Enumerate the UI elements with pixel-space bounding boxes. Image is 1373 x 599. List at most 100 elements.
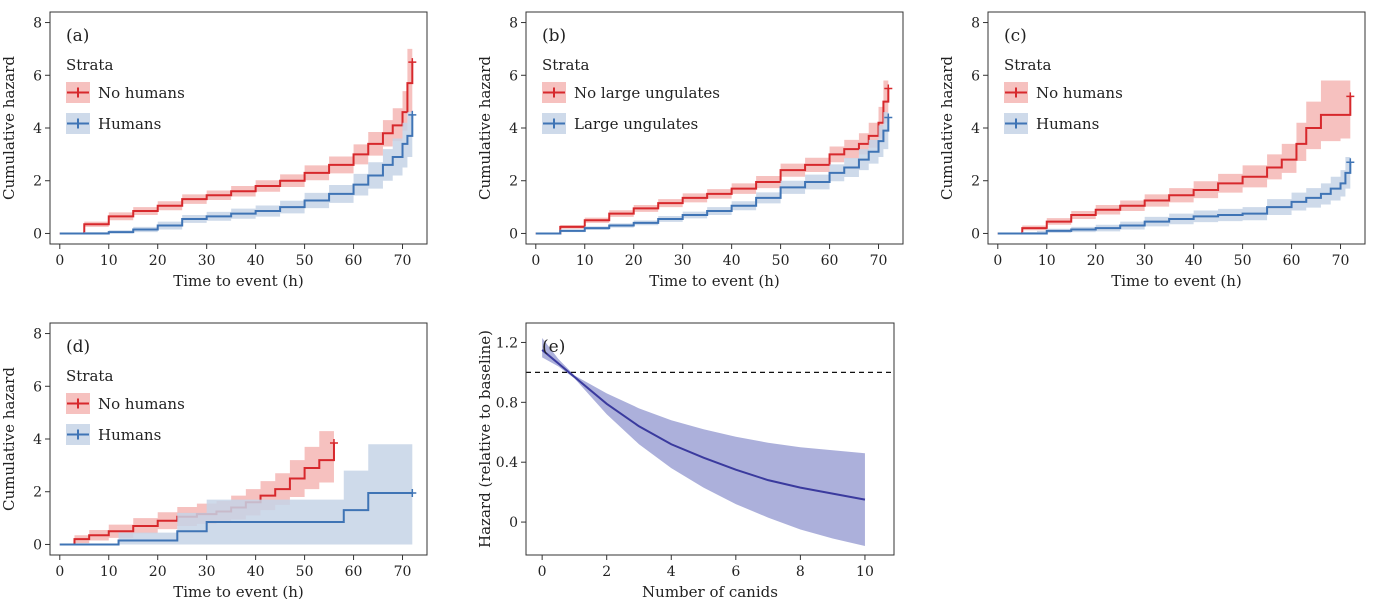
legend-label-d-0: No humans [98, 395, 185, 413]
legend-marker-a-0 [67, 87, 89, 98]
x-tick-label-d: 0 [55, 564, 64, 580]
x-tick-label-a: 70 [394, 253, 412, 269]
panel-label-e: (e) [542, 337, 565, 357]
x-tick-label-b: 10 [576, 253, 594, 269]
panel-label-a: (a) [66, 26, 89, 46]
x-tick-label-e: 6 [731, 564, 740, 580]
series-line-b-0 [535, 88, 890, 235]
y-tick-label-c: 8 [971, 16, 980, 32]
y-tick-label-c: 4 [971, 121, 980, 137]
x-tick-label-d: 70 [394, 564, 412, 580]
y-tick-label-c: 2 [971, 174, 980, 190]
axes-frame-e [525, 322, 895, 556]
x-tick-label-c: 60 [1283, 253, 1301, 269]
x-tick-label-c: 70 [1332, 253, 1350, 269]
x-tick-label-c: 40 [1185, 253, 1203, 269]
y-tick-label-e: 0 [509, 515, 518, 531]
y-tick-label-a: 2 [33, 174, 42, 190]
series-line-a-0 [59, 62, 414, 235]
legend-title-d: Strata [66, 367, 113, 385]
x-tick-label-d: 10 [100, 564, 118, 580]
plot-area-c [997, 46, 1355, 235]
legend-marker-b-1 [543, 118, 565, 129]
y-tick-label-e: 0.4 [496, 455, 518, 471]
x-axis-label-d: Time to event (h) [173, 583, 304, 599]
y-tick-label-d: 4 [33, 432, 42, 448]
series-line-e-0 [541, 349, 866, 501]
y-tick-label-a: 4 [33, 121, 42, 137]
series-line-b-1 [535, 117, 890, 235]
legend-label-a-0: No humans [98, 84, 185, 102]
x-tick-label-b: 70 [870, 253, 888, 269]
x-axis-label-a: Time to event (h) [173, 272, 304, 290]
x-tick-label-a: 40 [247, 253, 265, 269]
panel-c: 0 10 20 30 40 50 60 70 0 2 4 6 8 Time to event (h) Cum… [938, 11, 1366, 290]
x-axis-label-e: Number of canids [642, 583, 778, 599]
x-tick-label-b: 60 [821, 253, 839, 269]
confidence-band-d-1 [59, 444, 413, 545]
legend-title-c: Strata [1004, 56, 1051, 74]
plot-area-d [59, 394, 417, 546]
x-tick-label-a: 20 [149, 253, 167, 269]
x-tick-label-e: 10 [856, 564, 874, 580]
censor-mark-d-0 [329, 438, 338, 447]
x-tick-label-d: 20 [149, 564, 167, 580]
legend-label-a-1: Humans [98, 115, 161, 133]
confidence-band-c-0 [997, 46, 1351, 234]
y-tick-label-b: 8 [509, 16, 518, 32]
censor-mark-d-1 [408, 489, 417, 498]
x-axis-label-c: Time to event (h) [1111, 272, 1242, 290]
confidence-band-a-0 [59, 12, 413, 234]
legend-label-c-0: No humans [1036, 84, 1123, 102]
panel-label-d: (d) [66, 337, 90, 357]
y-axis-label-a: Cumulative hazard [0, 56, 18, 200]
x-tick-label-c: 20 [1087, 253, 1105, 269]
y-tick-label-b: 2 [509, 174, 518, 190]
y-tick-label-b: 6 [509, 68, 518, 84]
y-tick-label-e: 0.8 [496, 395, 518, 411]
x-tick-label-e: 8 [796, 564, 805, 580]
panel-e: 0 2 4 6 8 10 0 0.4 0.8 1.2 Number of canids Hazard … [476, 322, 895, 599]
censor-mark-c-0 [1346, 92, 1355, 101]
series-line-c-1 [997, 162, 1352, 235]
y-tick-label-a: 6 [33, 68, 42, 84]
x-tick-label-d: 60 [345, 564, 363, 580]
y-tick-label-c: 6 [971, 68, 980, 84]
confidence-band-e-0 [542, 337, 865, 547]
x-tick-label-a: 30 [198, 253, 216, 269]
legend-label-b-1: Large ungulates [574, 115, 698, 133]
x-tick-label-a: 0 [55, 253, 64, 269]
y-axis-label-d: Cumulative hazard [0, 367, 18, 511]
x-tick-label-a: 50 [296, 253, 314, 269]
y-tick-label-b: 0 [509, 226, 518, 242]
panel-b: 0 10 20 30 40 50 60 70 0 2 4 6 8 Time to event (h) Cum… [476, 11, 904, 290]
legend-label-d-1: Humans [98, 426, 161, 444]
legend-title-b: Strata [542, 56, 589, 74]
y-tick-label-c: 0 [971, 226, 980, 242]
censor-mark-a-0 [408, 58, 417, 67]
x-tick-label-a: 60 [345, 253, 363, 269]
x-tick-label-b: 20 [625, 253, 643, 269]
x-tick-label-b: 30 [674, 253, 692, 269]
x-tick-label-b: 50 [772, 253, 790, 269]
y-tick-label-a: 8 [33, 16, 42, 32]
x-tick-label-d: 30 [198, 564, 216, 580]
y-tick-label-b: 4 [509, 121, 518, 137]
y-axis-label-e: Hazard (relative to baseline) [476, 330, 494, 548]
y-tick-label-d: 0 [33, 537, 42, 553]
y-tick-label-e: 1.2 [496, 335, 518, 351]
panel-label-b: (b) [542, 26, 566, 46]
plot-area-e [541, 337, 866, 547]
plot-area-a [59, 12, 417, 235]
y-tick-label-d: 6 [33, 379, 42, 395]
legend-marker-a-1 [67, 118, 89, 129]
x-tick-label-c: 0 [993, 253, 1002, 269]
x-tick-label-c: 30 [1136, 253, 1154, 269]
y-tick-label-a: 0 [33, 226, 42, 242]
plot-area-b [535, 51, 893, 235]
y-tick-label-d: 8 [33, 327, 42, 343]
panel-d: 0 10 20 30 40 50 60 70 0 2 4 6 8 Time to event (h) Cum… [0, 322, 428, 599]
x-tick-label-c: 50 [1234, 253, 1252, 269]
legend-label-c-1: Humans [1036, 115, 1099, 133]
